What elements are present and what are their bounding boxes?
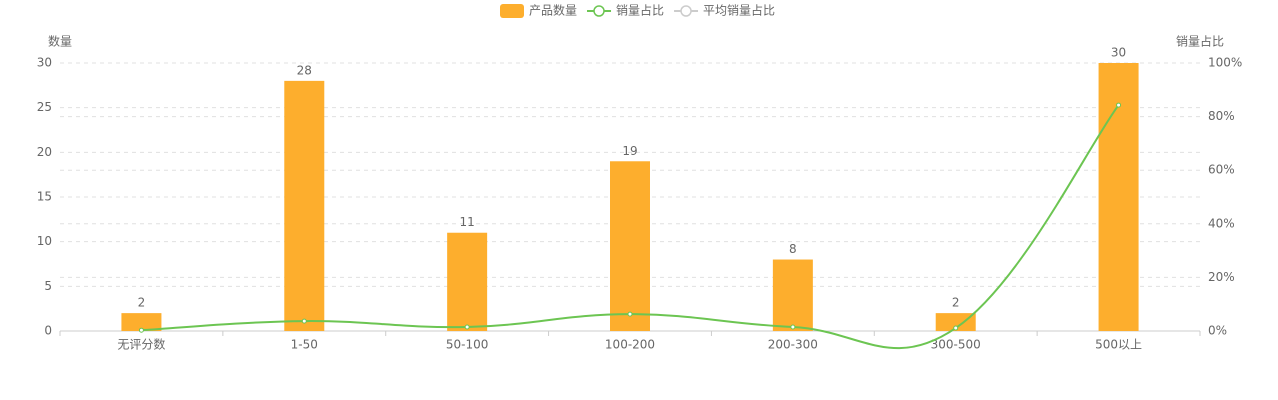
line-point — [138, 327, 144, 333]
y-tick-label: 20 — [37, 145, 52, 159]
x-tick-label: 1-50 — [291, 338, 318, 352]
legend-label[interactable]: 销量占比 — [616, 3, 664, 18]
legend-swatch[interactable] — [500, 4, 524, 18]
line-point — [301, 318, 307, 324]
x-tick-label: 无评分数 — [117, 337, 165, 352]
y2-tick-label: 80% — [1208, 109, 1235, 123]
legend-swatch[interactable] — [593, 5, 605, 17]
legend-label[interactable]: 产品数量 — [529, 3, 577, 18]
y2-tick-label: 100% — [1208, 56, 1242, 70]
x-tick-label: 200-300 — [768, 338, 818, 352]
y2-tick-label: 0% — [1208, 324, 1227, 338]
y-tick-label: 25 — [37, 100, 52, 114]
x-tick-label: 50-100 — [446, 338, 489, 352]
y2-axis-label: 销量占比 — [1176, 34, 1224, 49]
bar-value-label: 28 — [297, 63, 312, 77]
legend-swatch[interactable] — [680, 5, 692, 17]
bar-value-label: 8 — [789, 242, 797, 256]
y2-tick-label: 20% — [1208, 270, 1235, 284]
bar-value-label: 11 — [460, 215, 475, 229]
line-point — [953, 325, 959, 331]
bar-value-label: 2 — [952, 296, 960, 310]
line-point — [627, 311, 633, 317]
y-tick-label: 5 — [44, 279, 52, 293]
bar-value-label: 30 — [1111, 46, 1126, 60]
bar — [772, 259, 813, 331]
bar — [121, 313, 162, 331]
line-point — [464, 324, 470, 330]
x-tick-label: 300-500 — [931, 338, 981, 352]
bar — [284, 80, 325, 331]
bar-value-label: 2 — [138, 296, 146, 310]
bar — [1098, 63, 1139, 331]
y-tick-label: 15 — [37, 190, 52, 204]
legend-label[interactable]: 平均销量占比 — [703, 3, 775, 18]
bar-value-label: 19 — [622, 144, 637, 158]
x-tick-label: 100-200 — [605, 338, 655, 352]
bar — [447, 232, 488, 331]
y-axis-label: 数量 — [48, 34, 72, 49]
y2-tick-label: 40% — [1208, 216, 1235, 230]
x-tick-label: 500以上 — [1095, 338, 1142, 352]
bar — [610, 161, 650, 331]
y-tick-label: 10 — [37, 234, 52, 248]
line-point — [1116, 102, 1122, 108]
y-tick-label: 30 — [37, 56, 52, 70]
bar — [935, 313, 976, 331]
y-tick-label: 0 — [44, 324, 52, 338]
line-point — [790, 324, 796, 330]
y2-tick-label: 60% — [1208, 163, 1235, 177]
